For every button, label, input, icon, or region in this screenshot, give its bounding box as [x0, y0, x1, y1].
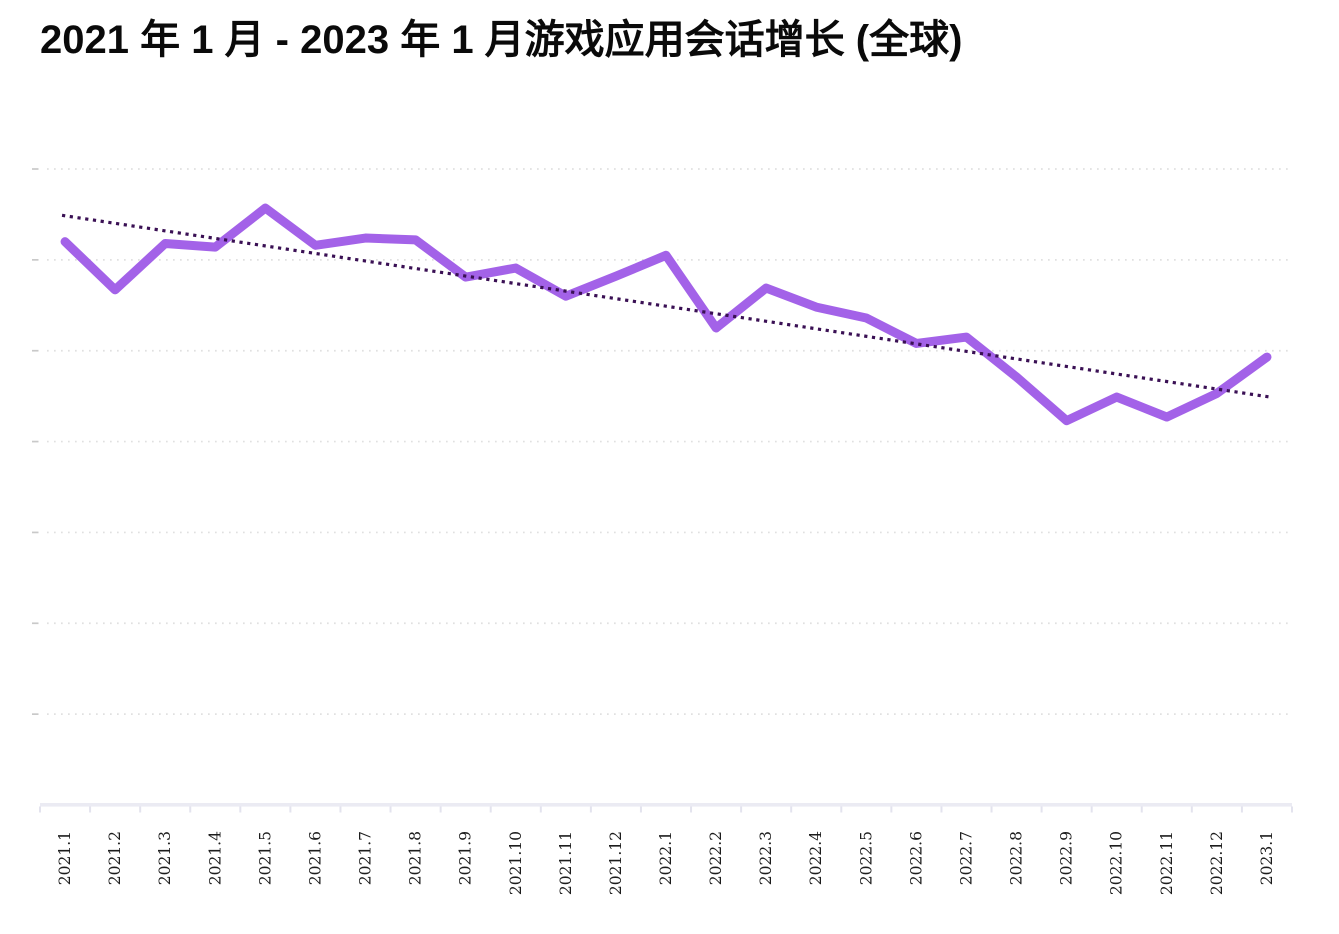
- x-tick-label: 2022.1: [657, 831, 675, 885]
- x-tick-label: 2021.5: [256, 831, 274, 885]
- x-tick-label: 2021.12: [607, 831, 625, 895]
- x-tick-label: 2021.4: [206, 831, 224, 885]
- x-tick-label: 2022.2: [707, 831, 725, 885]
- x-tick-label: 2022.11: [1158, 831, 1176, 895]
- x-tick-label: 2022.6: [907, 831, 925, 885]
- x-tick-label: 2021.8: [407, 831, 425, 885]
- x-axis-line: [40, 803, 1292, 807]
- x-tick-label: 2022.12: [1208, 831, 1226, 895]
- x-tick-label: 2021.1: [56, 831, 74, 885]
- x-tick-label: 2022.5: [857, 831, 875, 885]
- x-tick-label: 2022.7: [957, 831, 975, 885]
- x-tick-label: 2023.1: [1258, 831, 1276, 885]
- x-tick-label: 2022.3: [757, 831, 775, 885]
- x-tick-label: 2021.11: [557, 831, 575, 895]
- x-tick-label: 2021.2: [106, 831, 124, 885]
- chart-title: 2021 年 1 月 - 2023 年 1 月游戏应用会话增长 (全球): [40, 18, 963, 62]
- x-tick-label: 2022.9: [1058, 831, 1076, 885]
- x-tick-label: 2022.10: [1108, 831, 1126, 895]
- series-line-游戏应用会话: [60, 203, 1272, 426]
- x-tick-label: 2021.7: [357, 831, 375, 885]
- x-tick-label: 2021.3: [156, 831, 174, 885]
- trend-line: [61, 213, 1271, 399]
- x-tick-label: 2021.9: [457, 831, 475, 885]
- x-tick-label: 2021.10: [507, 831, 525, 895]
- x-tick-label: 2022.4: [807, 831, 825, 885]
- x-tick-label: 2021.6: [306, 831, 324, 885]
- x-tick-label: 2022.8: [1008, 831, 1026, 885]
